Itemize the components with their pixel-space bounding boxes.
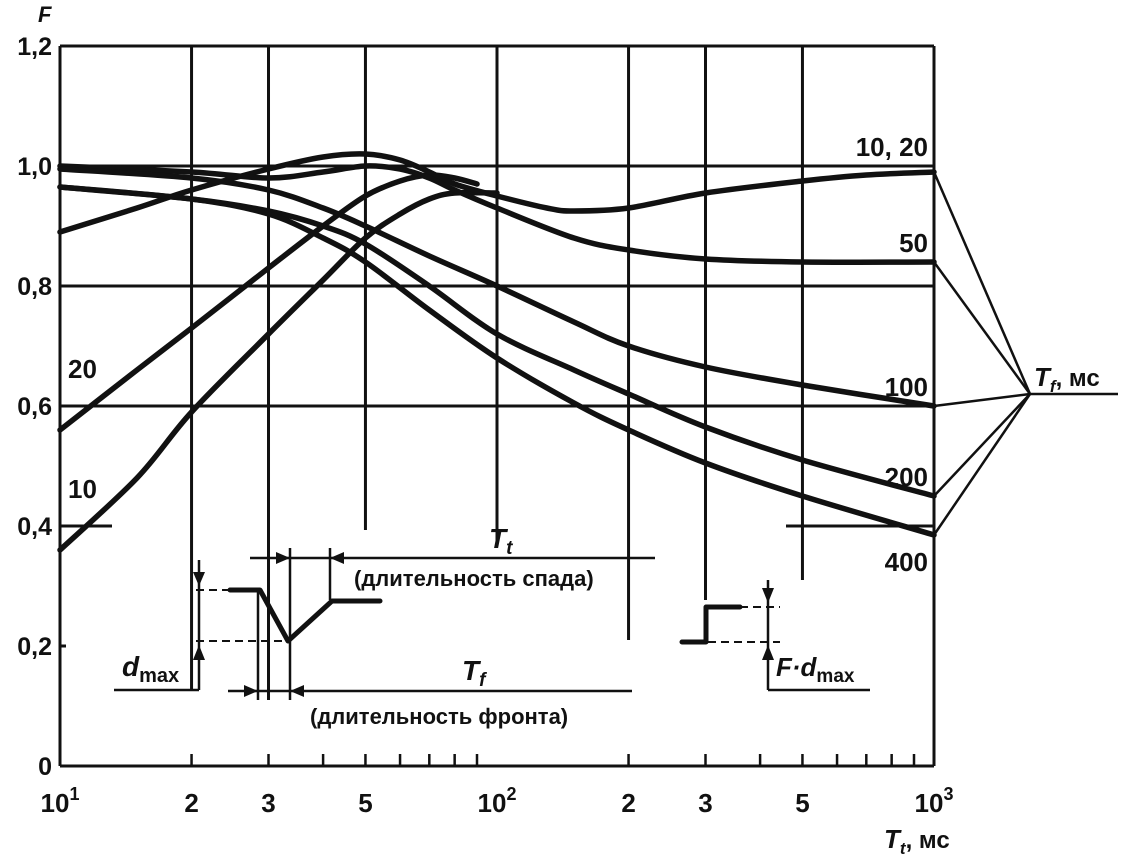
dmax-arrow-up xyxy=(193,645,205,660)
series-line-400 xyxy=(57,184,937,538)
x-tick-label: 5 xyxy=(795,788,809,818)
x-axis-label-sub: t xyxy=(900,839,907,858)
x-tick-label: 2 xyxy=(184,788,198,818)
fan-line xyxy=(932,261,1032,395)
step-response-trace xyxy=(679,604,743,645)
fan-label: Tf, мс xyxy=(1034,362,1100,396)
series-line-50 xyxy=(57,163,937,265)
waveform-trace xyxy=(227,587,383,644)
y-tick-label: 1,0 xyxy=(17,153,52,181)
x-tick-exponent: 1 xyxy=(69,784,79,804)
fan-label-sub: f xyxy=(1050,377,1058,396)
inset-diagram: dmax Tt (длительность спада) Tf (длитель… xyxy=(114,523,870,729)
y-axis-label: F xyxy=(38,2,52,27)
curve-label: 400 xyxy=(885,547,928,577)
tf-caption: (длительность фронта) xyxy=(310,704,568,729)
dmax-arrow-down xyxy=(193,572,205,586)
curve-layer xyxy=(57,151,937,553)
fd-label: F·dmax xyxy=(776,652,855,687)
x-tick-label: 3 xyxy=(261,788,275,818)
fan-line xyxy=(933,393,1031,497)
x-tick-label: 2 xyxy=(621,788,635,818)
curve-label: 100 xyxy=(885,372,928,402)
tf-label: Tf xyxy=(462,655,487,691)
dmax-label-main: d xyxy=(122,651,140,682)
x-tick-label: 5 xyxy=(358,788,372,818)
x-tick-label: 101 xyxy=(41,784,80,818)
tt-label-sub: t xyxy=(506,538,513,559)
tt-label: Tt xyxy=(489,523,513,559)
tt-caption: (длительность спада) xyxy=(354,566,594,591)
dmax-label: dmax xyxy=(122,651,179,687)
fd-label-main: F·d xyxy=(776,652,818,682)
curve-label: 10, 20 xyxy=(856,132,928,162)
y-tick-label: 0 xyxy=(38,753,52,781)
y-tick-label: 0,4 xyxy=(17,513,52,541)
x-axis-label: Tt, мс xyxy=(884,824,950,858)
y-tick-label: 0,2 xyxy=(17,633,52,661)
tt-arrow-left xyxy=(330,552,344,564)
fan-label-main: T xyxy=(1034,362,1052,392)
x-axis-label-unit: , мс xyxy=(906,827,950,854)
fan-line xyxy=(933,392,1031,408)
tf-label-main: T xyxy=(462,655,482,686)
y-tick-label: 0,8 xyxy=(17,273,52,301)
fd-label-sub: max xyxy=(816,666,854,687)
fan-line xyxy=(932,393,1032,536)
tf-arrow-left xyxy=(290,685,304,697)
tt-arrow-right xyxy=(276,552,290,564)
x-tick-label: 3 xyxy=(698,788,712,818)
y-tick-label: 0,6 xyxy=(17,393,52,421)
fan-line xyxy=(932,171,1032,395)
x-tick-label: 103 xyxy=(915,784,954,818)
curve-label: 200 xyxy=(885,462,928,492)
y-tick-label: 1,2 xyxy=(17,33,52,61)
tt-label-main: T xyxy=(489,523,509,554)
series-line-100 xyxy=(57,166,937,409)
curve-label: 20 xyxy=(68,354,97,384)
fan-label-unit: , мс xyxy=(1056,365,1100,392)
fd-arrow-up xyxy=(762,645,774,660)
tf-arrow-right xyxy=(244,685,258,697)
x-tick-exponent: 2 xyxy=(506,784,516,804)
curve-label: 10 xyxy=(68,474,97,504)
series-line-10 xyxy=(57,189,500,553)
x-tick-label: 102 xyxy=(478,784,517,818)
x-tick-exponent: 3 xyxy=(943,784,953,804)
fan-layer xyxy=(932,171,1118,536)
curve-label: 50 xyxy=(899,228,928,258)
fd-arrow-down xyxy=(762,588,774,603)
tf-label-sub: f xyxy=(479,670,487,691)
dmax-label-sub: max xyxy=(139,665,179,687)
x-axis-label-main: T xyxy=(884,824,902,854)
